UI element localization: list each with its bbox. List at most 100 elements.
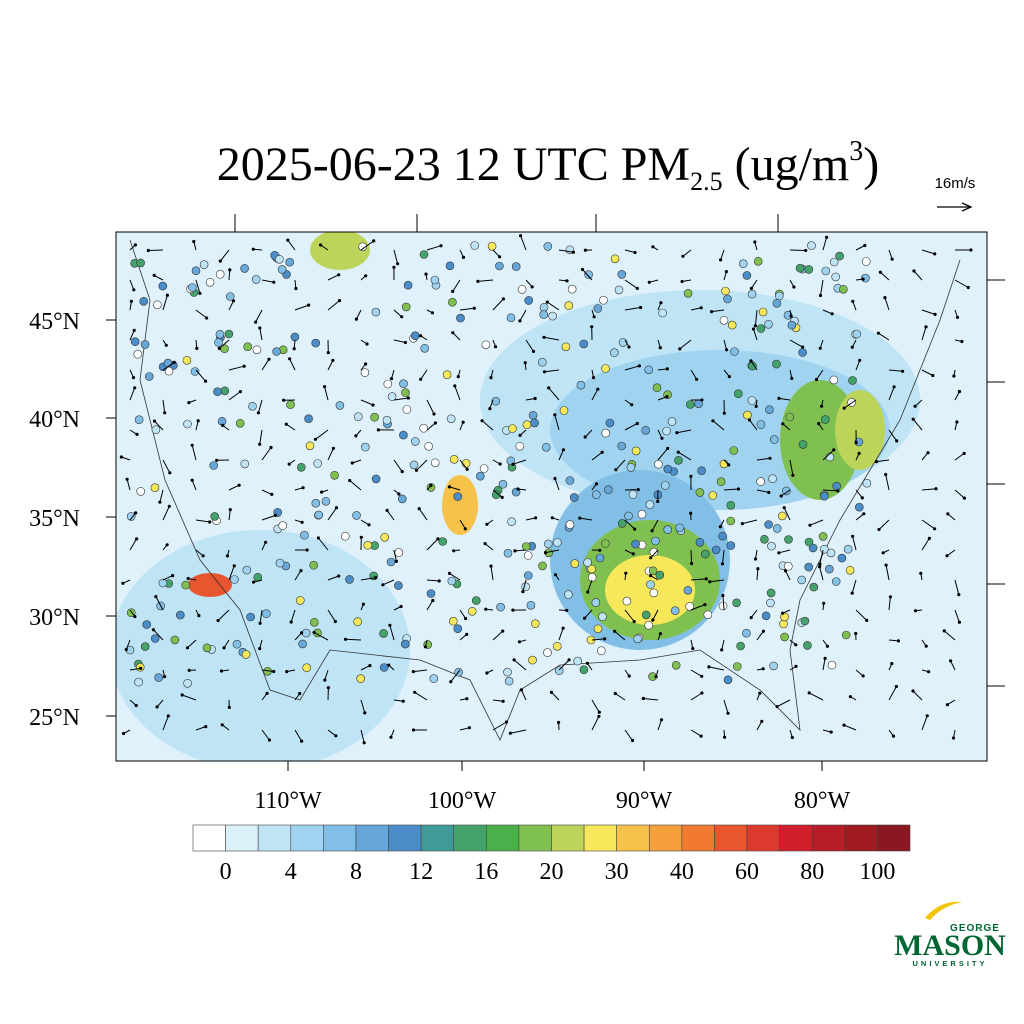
station: [637, 509, 647, 519]
station: [747, 396, 757, 405]
wind-arrow-head: [848, 695, 853, 699]
station: [410, 437, 420, 446]
wind-arrow-head: [600, 450, 604, 454]
wind-arrow-head: [747, 418, 752, 422]
wind-arrow: [261, 447, 272, 461]
wind-arrow: [481, 420, 494, 431]
wind-arrow-head: [711, 419, 715, 423]
station: [570, 559, 580, 568]
wind-arrow-head: [163, 675, 167, 679]
station: [649, 588, 659, 598]
wind-arrow-head: [354, 434, 358, 438]
wind-arrow: [742, 519, 758, 525]
wind-arrow-head: [300, 520, 304, 524]
wind-arrow-head: [363, 711, 367, 715]
wind-arrow-head: [530, 285, 534, 289]
wind-arrow-head: [256, 411, 260, 415]
wind-arrow: [554, 414, 560, 431]
wind-arrow: [154, 420, 164, 431]
wind-arrow-head: [691, 646, 695, 651]
wind-arrow: [822, 309, 833, 315]
colorbar-box: [714, 824, 748, 852]
wind-arrow-head: [969, 248, 973, 252]
wind-arrow-head: [758, 691, 762, 695]
wind-arrow-head: [258, 326, 262, 330]
station: [190, 367, 200, 376]
wind-arrow-head: [498, 462, 502, 466]
wind-arrow: [162, 399, 166, 413]
station: [663, 525, 673, 534]
wind-arrow-head: [508, 731, 512, 735]
wind-arrow: [162, 575, 173, 581]
station: [861, 257, 871, 266]
station: [845, 565, 855, 575]
wind-arrow-head: [862, 512, 866, 516]
wind-arrow: [129, 667, 141, 671]
wind-arrow: [591, 638, 605, 641]
wind-arrow-head: [533, 396, 537, 401]
wind-arrow: [261, 489, 273, 495]
wind-arrow-head: [488, 407, 492, 411]
wind-arrow-head: [485, 522, 489, 526]
station: [275, 558, 285, 568]
station: [584, 270, 593, 279]
wind-arrow-head: [400, 470, 404, 474]
wind-arrow: [545, 549, 560, 554]
station: [262, 609, 271, 619]
wind-arrow: [162, 715, 169, 731]
wind-arrow-head: [659, 718, 664, 722]
station: [758, 307, 768, 317]
wind-arrow: [690, 369, 698, 380]
station: [596, 646, 606, 656]
wind-arrow: [228, 300, 234, 311]
station: [241, 650, 251, 659]
station: [843, 544, 853, 554]
wind-arrow: [459, 459, 468, 470]
wind-arrow: [426, 422, 436, 431]
wind-arrow-head: [636, 488, 640, 492]
wind-arrow-head: [651, 618, 655, 622]
station: [774, 291, 784, 301]
station: [191, 266, 201, 276]
wind-arrow-head: [258, 647, 262, 651]
wind-arrow: [676, 429, 692, 434]
wind-arrow-head: [432, 412, 436, 416]
wind-arrow-head: [877, 527, 881, 532]
wind-arrow: [228, 509, 231, 521]
wind-arrow: [855, 489, 863, 499]
station: [700, 549, 710, 559]
wind-arrow-head: [830, 312, 834, 316]
wind-arrow: [558, 659, 570, 671]
wind-arrow: [360, 577, 376, 581]
wind-arrow-head: [411, 670, 415, 674]
wind-arrow-head: [451, 289, 455, 293]
wind-arrow: [880, 271, 890, 281]
station: [848, 376, 857, 385]
wind-arrow: [885, 565, 890, 581]
wind-arrow-head: [842, 723, 846, 727]
wind-arrow-head: [658, 632, 663, 636]
wind-arrow: [624, 365, 640, 371]
wind-arrow-head: [724, 270, 729, 274]
station: [153, 300, 162, 310]
station: [136, 258, 145, 268]
station: [419, 423, 429, 433]
station: [209, 461, 218, 470]
station: [756, 324, 766, 333]
wind-arrow-head: [396, 262, 400, 266]
wind-arrow: [816, 369, 824, 380]
lon-label: 90°W: [616, 788, 673, 814]
station: [826, 548, 836, 558]
station: [158, 281, 168, 291]
wind-arrow-head: [703, 603, 707, 607]
wind-arrow-head: [597, 714, 601, 718]
station: [142, 620, 151, 629]
wind-arrow: [614, 630, 626, 641]
colorbar-label: 0: [220, 859, 232, 885]
station: [543, 648, 552, 657]
station: [277, 265, 287, 274]
station: [345, 575, 354, 584]
concentration-area: [310, 232, 370, 270]
station: [674, 455, 683, 465]
wind-arrow-head: [270, 492, 274, 496]
